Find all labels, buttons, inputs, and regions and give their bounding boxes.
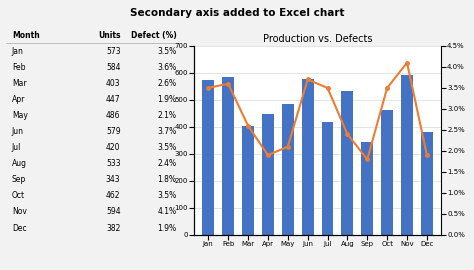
Bar	[202, 80, 214, 235]
Text: 486: 486	[106, 111, 120, 120]
Text: Aug: Aug	[12, 159, 27, 168]
Text: 533: 533	[106, 159, 120, 168]
Text: Secondary axis added to Excel chart: Secondary axis added to Excel chart	[130, 8, 344, 18]
Text: 3.5%: 3.5%	[157, 143, 177, 152]
Text: Month: Month	[12, 31, 39, 39]
Text: Apr: Apr	[12, 95, 25, 104]
Bar	[222, 77, 234, 235]
Title: Production vs. Defects: Production vs. Defects	[263, 34, 373, 44]
Bar	[341, 91, 353, 235]
Text: 462: 462	[106, 191, 120, 200]
Text: 1.9%: 1.9%	[157, 224, 177, 232]
Text: Dec: Dec	[12, 224, 27, 232]
Bar	[301, 79, 314, 235]
Text: 1.9%: 1.9%	[157, 95, 177, 104]
Text: Sep: Sep	[12, 175, 26, 184]
Text: Jun: Jun	[12, 127, 24, 136]
Bar	[381, 110, 393, 235]
Bar	[401, 75, 413, 235]
Text: 3.5%: 3.5%	[157, 47, 177, 56]
Bar	[262, 114, 274, 235]
Bar	[321, 122, 334, 235]
Bar	[282, 104, 294, 235]
Text: 594: 594	[106, 207, 120, 217]
Text: Units: Units	[98, 31, 120, 39]
Text: 573: 573	[106, 47, 120, 56]
Bar	[421, 132, 433, 235]
Text: Nov: Nov	[12, 207, 27, 217]
Text: May: May	[12, 111, 27, 120]
Text: 3.6%: 3.6%	[157, 63, 177, 72]
Text: 447: 447	[106, 95, 120, 104]
Text: 584: 584	[106, 63, 120, 72]
Text: 2.1%: 2.1%	[158, 111, 177, 120]
Text: 2.4%: 2.4%	[157, 159, 177, 168]
Text: 3.5%: 3.5%	[157, 191, 177, 200]
Text: 579: 579	[106, 127, 120, 136]
Text: 2.6%: 2.6%	[157, 79, 177, 88]
Text: 343: 343	[106, 175, 120, 184]
Text: Defect (%): Defect (%)	[131, 31, 177, 39]
Text: 3.7%: 3.7%	[157, 127, 177, 136]
Text: Oct: Oct	[12, 191, 25, 200]
Text: Mar: Mar	[12, 79, 27, 88]
Text: 403: 403	[106, 79, 120, 88]
Text: Jan: Jan	[12, 47, 24, 56]
Bar	[361, 142, 373, 235]
Text: 420: 420	[106, 143, 120, 152]
Text: 4.1%: 4.1%	[157, 207, 177, 217]
Text: 382: 382	[106, 224, 120, 232]
Text: Jul: Jul	[12, 143, 21, 152]
Bar	[242, 126, 254, 235]
Text: Feb: Feb	[12, 63, 25, 72]
Text: 1.8%: 1.8%	[158, 175, 177, 184]
